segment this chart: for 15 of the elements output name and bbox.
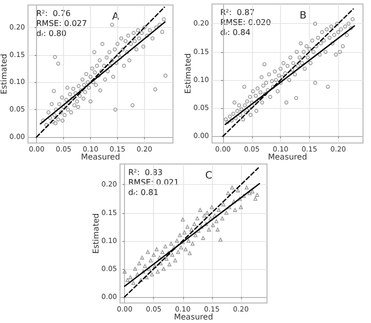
text: A: [112, 12, 120, 22]
text: C: [205, 170, 212, 182]
x-axis-title: Measured: [174, 312, 214, 322]
text: B: [300, 10, 307, 22]
annotation: RMSE: 0.027: [36, 18, 87, 28]
annotation: dᵣ: 0.80: [36, 28, 66, 38]
annotation: dᵣ: 0.81: [128, 188, 158, 197]
annotation: R²: 0.76: [36, 8, 71, 18]
y-axis-title: Estimated: [92, 213, 100, 254]
x-axis-title: Measured: [268, 152, 308, 162]
annotation: RMSE: 0.021: [128, 178, 179, 187]
annotation: R²: 0.83: [128, 168, 163, 177]
y-axis-title: Estimated: [0, 54, 8, 94]
x-axis-title: Measured: [80, 152, 120, 162]
y-axis-title: Estimated: [184, 53, 192, 94]
